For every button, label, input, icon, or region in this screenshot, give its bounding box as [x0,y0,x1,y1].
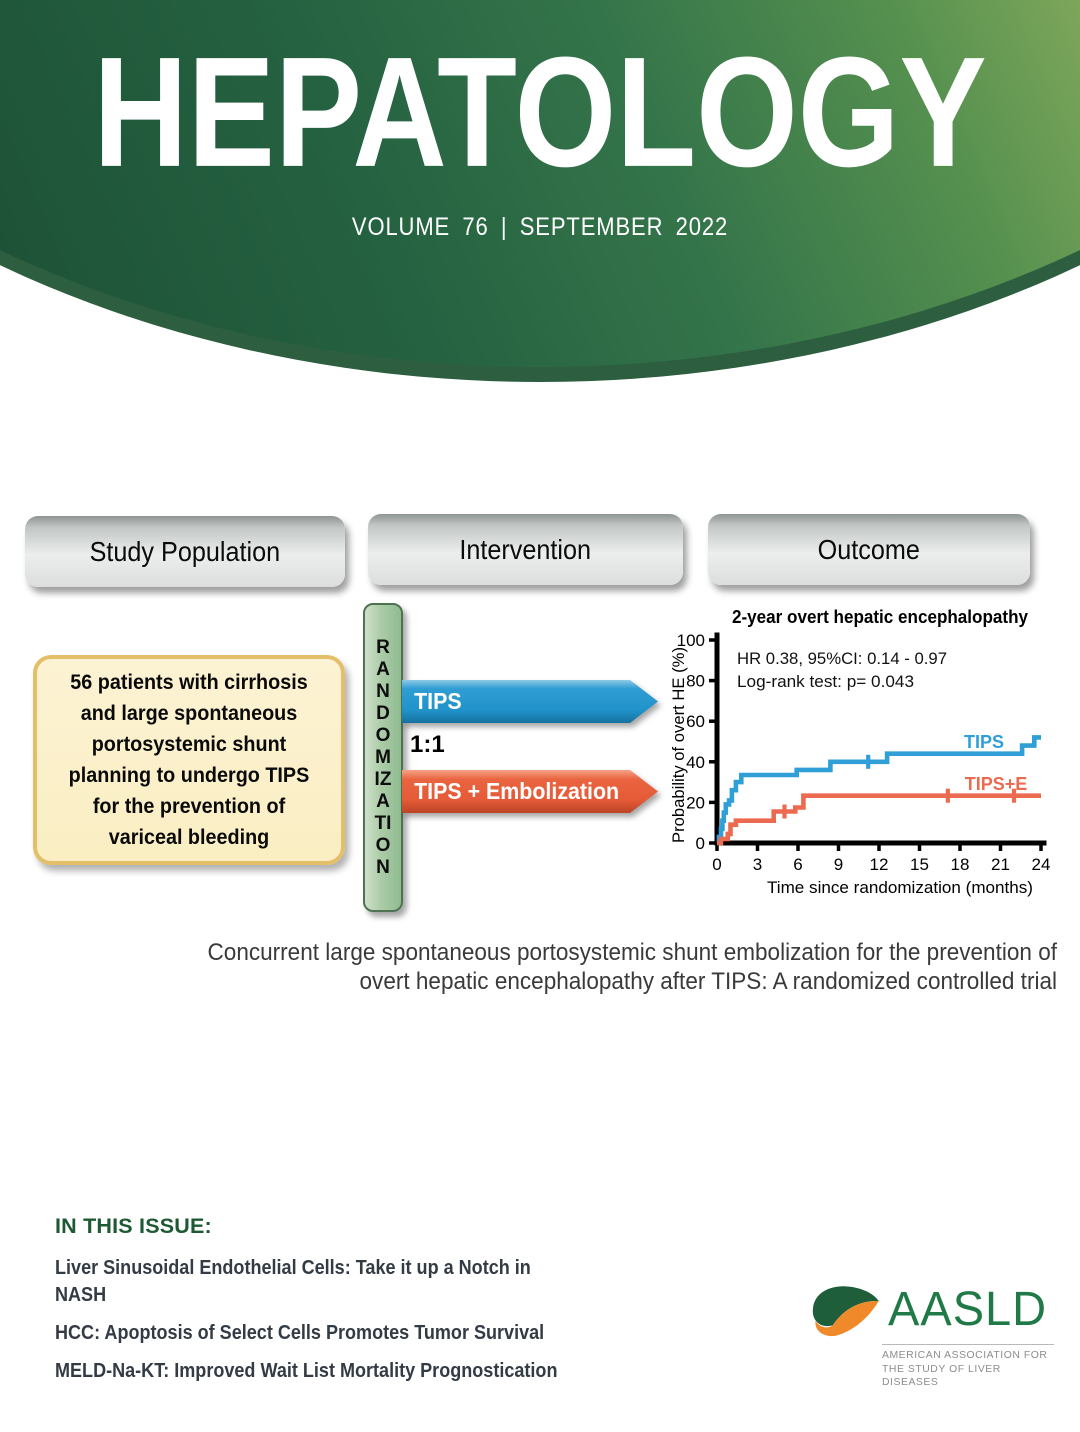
article-caption: Concurrent large spontaneous portosystem… [128,938,1057,996]
svg-text:24: 24 [1032,855,1051,874]
svg-text:0: 0 [696,834,705,853]
caption-line: overt hepatic encephalopathy after TIPS:… [359,968,1057,995]
banner-gradient-ellipse [0,0,1080,367]
note-line: variceal bleeding [108,825,270,849]
svg-text:6: 6 [793,855,802,874]
issue-item: MELD-Na-KT: Improved Wait List Mortality… [55,1359,558,1382]
svg-text:18: 18 [951,855,970,874]
y-axis-label: Probability of overt HE (%) [669,647,688,843]
note-line: portosystemic shunt [91,732,287,756]
km-plot-area: 0 20 40 60 80 100 0 3 6 9 12 15 18 21 24 [677,631,1051,874]
column-label: Outcome [817,533,921,565]
series-label-tips: TIPS [964,732,1004,752]
note-line: and large spontaneous [80,701,298,725]
svg-text:3: 3 [753,855,762,874]
column-label: Study Population [89,535,281,567]
svg-text:60: 60 [686,712,705,731]
caption-line: Concurrent large spontaneous portosystem… [207,939,1057,966]
volume-issue-line: VOLUME 76 | SEPTEMBER 2022 [351,213,729,241]
column-label: Intervention [459,533,592,565]
aasld-tagline: AMERICAN ASSOCIATION FOR THE STUDY OF LI… [882,1350,1048,1388]
chart-annotation-hr: HR 0.38, 95%CI: 0.14 - 0.97 [737,649,947,668]
in-this-issue-heading: IN THIS ISSUE: [55,1214,212,1238]
column-box-intervention: Intervention [368,514,683,585]
svg-text:0: 0 [712,855,721,874]
x-axis-label: Time since randomization (months) [767,878,1033,897]
note-line: 56 patients with cirrhosis [70,670,308,694]
aasld-logo-mark-icon [812,1286,879,1337]
note-line: planning to undergo TIPS [68,763,310,787]
svg-text:80: 80 [686,672,705,691]
randomization-label: RANDOMIZATION [374,636,392,878]
arm-label: TIPS [414,688,462,714]
svg-text:9: 9 [834,855,843,874]
svg-text:15: 15 [910,855,929,874]
chart-annotation-logrank: Log-rank test: p= 0.043 [737,672,914,691]
arm-arrow-tips-embolization: TIPS + Embolization [402,770,658,813]
column-box-study-population: Study Population [25,516,345,587]
arm-label: TIPS + Embolization [414,778,620,804]
arrow-shape: TIPS [402,680,658,723]
column-box-outcome: Outcome [708,514,1030,585]
logo-divider [882,1344,1054,1345]
aasld-logo: AASLD AMERICAN ASSOCIATION FOR THE STUDY… [806,1280,1056,1388]
masthead-banner [0,0,1080,382]
svg-text:100: 100 [677,631,705,650]
in-this-issue-section: IN THIS ISSUE: Liver Sinusoidal Endothel… [55,1214,755,1395]
note-line: for the prevention of [92,794,286,818]
issue-item: HCC: Apoptosis of Select Cells Promotes … [55,1321,545,1344]
svg-text:21: 21 [991,855,1010,874]
journal-title: HEPATOLOGY [93,24,987,200]
km-chart: 2-year overt hepatic encephalopathy HR 0… [669,607,1051,897]
arrow-shape: TIPS + Embolization [402,770,658,813]
arm-arrow-tips: TIPS [402,680,658,723]
series-label-tips-e: TIPS+E [965,774,1028,794]
svg-text:40: 40 [686,753,705,772]
svg-text:12: 12 [870,855,889,874]
chart-title: 2-year overt hepatic encephalopathy [732,607,1028,627]
issue-item: Liver Sinusoidal Endothelial Cells: Take… [55,1256,531,1306]
study-population-note: 56 patients with cirrhosis and large spo… [33,655,345,865]
svg-text:20: 20 [686,793,705,812]
randomization-ratio: 1:1 [410,731,445,758]
randomization-bar: RANDOMIZATION [363,603,403,912]
aasld-wordmark: AASLD [888,1281,1048,1336]
